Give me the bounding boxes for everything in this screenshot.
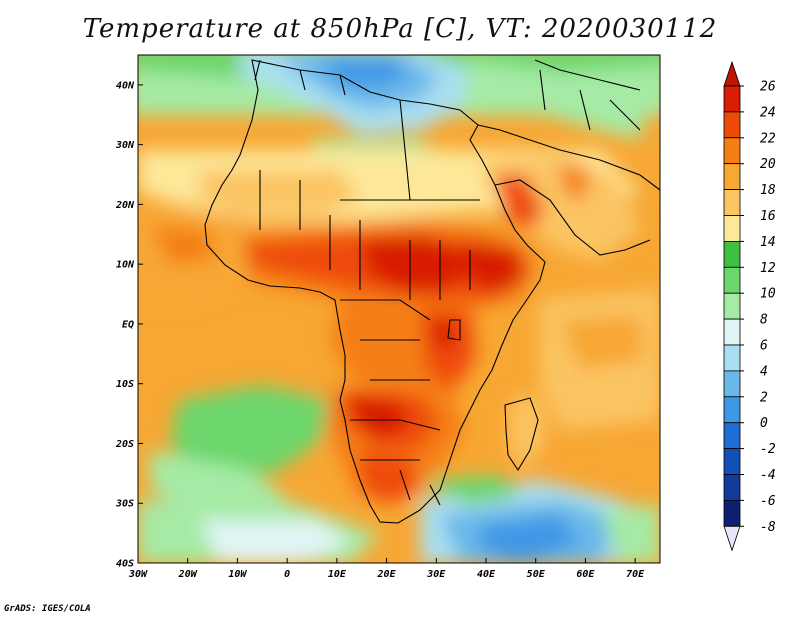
colorbar-swatch [723,344,741,372]
lon-tick-label: 40E [477,569,496,580]
map-field [138,55,660,563]
lon-tick-label: 10W [228,569,247,580]
colorbar-swatch [723,85,741,113]
colorbar-swatch [723,499,741,527]
lon-tick-label: 20W [178,569,198,580]
colorbar-level-label: 0 [760,416,768,431]
colorbar-level-label: -6 [760,494,776,509]
lat-tick-label: 40S [116,559,134,570]
colorbar-swatch [723,370,741,398]
lat-tick-label: 30S [115,499,134,510]
colorbar-top-arrow [723,60,741,87]
colorbar-level-label: 20 [760,157,776,172]
lon-tick-label: 0 [284,569,290,580]
colorbar-level-label: 18 [760,183,776,198]
colorbar-bottom-arrow [723,525,741,552]
colorbar-level-label: 6 [760,339,768,354]
colorbar-level-label: 8 [760,313,768,328]
colorbar-swatch [723,215,741,242]
colorbar-swatch [723,266,741,294]
colorbar-level-label: 24 [760,105,776,120]
colorbar-swatch [723,111,741,139]
colorbar-level-label: 10 [760,287,776,302]
lat-tick-label: 20S [115,439,134,450]
colorbar-swatch [723,189,741,216]
credit-label: GrADS: IGES/COLA [4,604,91,614]
colorbar-swatch [723,163,741,190]
colorbar-swatch [723,474,741,501]
lon-axis: 30W 20W 10W 0 10E 20E 30E 40E 50E 60E 70E [128,558,645,580]
lon-tick-label: 50E [527,569,546,580]
colorbar-swatch [723,137,741,165]
colorbar-swatch [723,240,741,268]
colorbar-level-label: 14 [760,235,776,250]
lon-tick-label: 30E [426,569,446,580]
colorbar-swatch [723,318,741,346]
coastlines [204,59,660,524]
lon-tick-label: 10E [328,569,347,580]
colorbar-level-label: 26 [760,80,776,95]
map-title: Temperature at 850hPa [C], VT: 202003011… [82,14,718,44]
colorbar-level-label: 2 [760,390,768,405]
colorbar-level-label: 22 [760,131,776,146]
lat-tick-label: 30N [115,140,135,151]
colorbar-level-label: -2 [760,442,776,457]
lon-tick-label: 30W [128,569,148,580]
colorbar-swatch [723,422,741,450]
colorbar-level-label: -4 [760,468,776,483]
map-frame [137,54,661,564]
colorbar-level-label: 4 [760,364,768,379]
colorbar-swatch [723,292,741,320]
lat-tick-label: EQ [122,319,134,330]
lon-tick-label: 60E [576,569,595,580]
lat-axis: 40N 30N 20N 10N EQ 10S 20S 30S 40S [115,80,143,570]
colorbar-swatch [723,396,741,424]
lon-tick-label: 70E [626,569,645,580]
lat-tick-label: 10S [116,379,134,390]
colorbar-level-label: 12 [760,261,776,276]
lat-tick-label: 10N [116,260,135,271]
colorbar-level-label: -8 [760,520,776,535]
lat-tick-label: 40N [116,80,135,91]
colorbar-level-label: 16 [760,209,776,224]
lat-tick-label: 20N [115,200,135,211]
lon-tick-label: 20E [377,569,397,580]
colorbar-swatch [723,448,741,475]
